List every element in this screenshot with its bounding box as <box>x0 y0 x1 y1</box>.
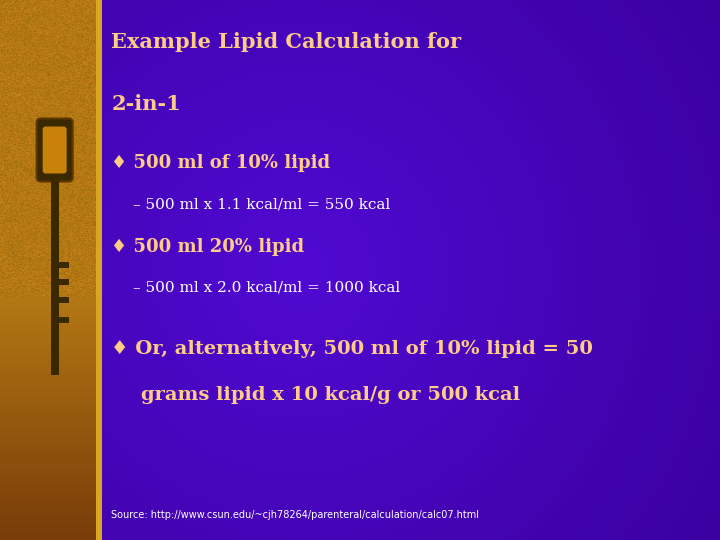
Bar <box>58 279 68 285</box>
Text: ♦ 500 ml of 10% lipid: ♦ 500 ml of 10% lipid <box>112 154 330 172</box>
Bar <box>58 317 68 323</box>
Text: Source: http://www.csun.edu/~cjh78264/parenteral/calculation/calc07.html: Source: http://www.csun.edu/~cjh78264/pa… <box>112 510 480 521</box>
Text: – 500 ml x 1.1 kcal/ml = 550 kcal: – 500 ml x 1.1 kcal/ml = 550 kcal <box>133 197 391 211</box>
FancyBboxPatch shape <box>37 118 73 181</box>
Text: ♦ 500 ml 20% lipid: ♦ 500 ml 20% lipid <box>112 238 305 255</box>
Text: Example Lipid Calculation for: Example Lipid Calculation for <box>112 32 462 52</box>
FancyBboxPatch shape <box>96 0 102 540</box>
Bar <box>50 178 58 375</box>
FancyBboxPatch shape <box>42 126 67 173</box>
Bar <box>58 262 68 268</box>
Text: 2-in-1: 2-in-1 <box>112 94 181 114</box>
Text: ♦ Or, alternatively, 500 ml of 10% lipid = 50: ♦ Or, alternatively, 500 ml of 10% lipid… <box>112 340 593 358</box>
Text: grams lipid x 10 kcal/g or 500 kcal: grams lipid x 10 kcal/g or 500 kcal <box>141 386 521 404</box>
Bar <box>58 297 68 303</box>
Text: – 500 ml x 2.0 kcal/ml = 1000 kcal: – 500 ml x 2.0 kcal/ml = 1000 kcal <box>133 281 400 295</box>
